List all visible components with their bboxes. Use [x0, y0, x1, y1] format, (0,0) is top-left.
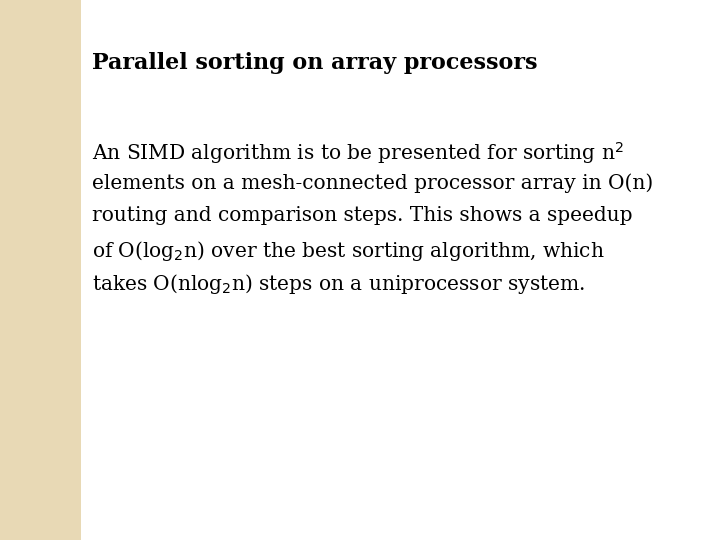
- Text: of O(log$_2$n) over the best sorting algorithm, which: of O(log$_2$n) over the best sorting alg…: [92, 239, 605, 263]
- FancyBboxPatch shape: [0, 0, 81, 540]
- Text: An SIMD algorithm is to be presented for sorting n$^2$: An SIMD algorithm is to be presented for…: [92, 140, 624, 166]
- Text: takes O(nlog$_2$n) steps on a uniprocessor system.: takes O(nlog$_2$n) steps on a uniprocess…: [92, 272, 585, 296]
- Text: routing and comparison steps. This shows a speedup: routing and comparison steps. This shows…: [92, 206, 632, 225]
- Text: Parallel sorting on array processors: Parallel sorting on array processors: [92, 52, 538, 74]
- Text: elements on a mesh-connected processor array in O(n): elements on a mesh-connected processor a…: [92, 173, 653, 193]
